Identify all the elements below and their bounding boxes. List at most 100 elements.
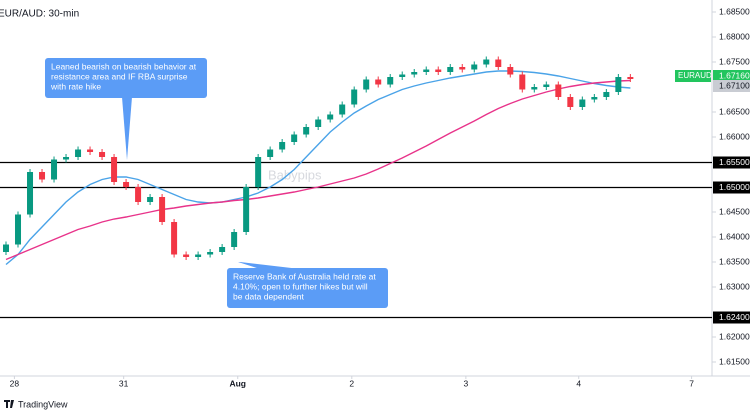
symbol-tag-label: EURAUD	[678, 71, 712, 80]
y-tick-label: 1.66500	[719, 106, 750, 116]
candle-body	[315, 119, 322, 127]
candle-body	[207, 252, 214, 255]
candle-body	[123, 182, 130, 187]
callout-text: resistance area and IF RBA surprise	[51, 71, 188, 81]
candle-body	[267, 149, 274, 157]
candle-body	[303, 127, 310, 135]
candle-body	[507, 67, 514, 75]
x-tick-label: 4	[576, 378, 581, 388]
candle-body	[3, 244, 10, 252]
candle-body	[147, 197, 154, 202]
level-tag	[713, 181, 750, 194]
candle-body	[243, 187, 250, 232]
candle-body	[375, 79, 382, 85]
candle-body	[387, 77, 394, 85]
y-tick-label: 1.66000	[719, 131, 750, 141]
candle-body	[159, 197, 166, 222]
candle-body	[75, 149, 82, 157]
level-tag	[713, 156, 750, 169]
y-tick-label: 1.63500	[719, 256, 750, 266]
candle-body	[231, 232, 238, 247]
candle-body	[27, 172, 34, 215]
callout-text: be data dependent	[233, 291, 305, 301]
candle-body	[255, 157, 262, 187]
candle-body	[51, 159, 58, 180]
y-tick-label: 1.64500	[719, 206, 750, 216]
candle-body	[279, 142, 286, 150]
y-tick-label: 1.63000	[719, 281, 750, 291]
callout-text: Leaned bearish on bearish behavior at	[51, 61, 197, 71]
price-tag-label: 1.67100	[719, 80, 750, 90]
candle-body	[363, 79, 370, 90]
price-tag-label: 1.67160	[719, 70, 750, 80]
callout-pointer	[238, 262, 300, 269]
candle-body	[351, 89, 358, 105]
callout-text: 4.10%; open to further hikes but will	[233, 281, 368, 291]
chart-title: EUR/AUD: 30-min	[0, 9, 79, 20]
y-tick-label: 1.67500	[719, 56, 750, 66]
y-tick-label: 1.68500	[719, 6, 750, 16]
moving-average-line	[5, 79, 631, 261]
callout-text: Reserve Bank of Australia held rate at	[233, 271, 376, 281]
candle-body	[567, 97, 574, 107]
candle-body	[471, 64, 478, 70]
candle-body	[423, 69, 430, 72]
candle-body	[219, 247, 226, 252]
y-tick-label: 1.62000	[719, 331, 750, 341]
logo-icon	[4, 400, 14, 408]
price-tag	[713, 70, 750, 82]
level-tag-label: 1.62400	[719, 312, 750, 322]
candle-body	[615, 77, 622, 92]
candle-body	[411, 72, 418, 75]
moving-average-line	[5, 70, 631, 266]
x-tick-label: Aug	[229, 378, 246, 388]
y-tick-label: 1.61500	[719, 356, 750, 366]
candle-body	[135, 187, 142, 202]
candle-body	[183, 254, 190, 257]
candle-body	[555, 84, 562, 97]
candle-body	[483, 59, 490, 65]
y-tick-label: 1.68000	[719, 31, 750, 41]
level-tag	[713, 311, 750, 324]
candle-body	[519, 74, 526, 90]
x-tick-label: 2	[349, 378, 354, 388]
candle-body	[111, 157, 118, 182]
candle-body	[291, 134, 298, 142]
plot-area	[0, 56, 712, 319]
candle-body	[579, 99, 586, 107]
candle-body	[531, 87, 538, 90]
candle-body	[15, 214, 22, 245]
x-tick-label: 31	[119, 378, 129, 388]
callout: Leaned bearish on bearish behavior at re…	[45, 58, 207, 160]
callout-box	[227, 268, 388, 308]
candle-body	[447, 67, 454, 72]
callout-text: with rate hike	[50, 81, 101, 91]
candle-body	[339, 104, 346, 115]
callout-pointer	[122, 97, 132, 160]
candle-body	[603, 92, 610, 97]
footer-logo: TradingView	[4, 399, 68, 409]
candle-body	[327, 114, 334, 120]
candle-body	[435, 69, 442, 72]
footer-text: TradingView	[18, 399, 68, 409]
symbol-tag	[675, 70, 711, 82]
candle-body	[627, 77, 634, 79]
x-tick-label: 28	[10, 378, 20, 388]
candle-body	[543, 84, 550, 87]
level-tag-label: 1.65500	[719, 157, 750, 167]
level-tag-label: 1.65000	[719, 182, 750, 192]
y-tick-label: 1.64000	[719, 231, 750, 241]
candle-body	[399, 74, 406, 77]
x-tick-label: 7	[689, 378, 694, 388]
candle-body	[591, 97, 598, 100]
candle-body	[63, 157, 70, 160]
candle-body	[195, 254, 202, 257]
x-tick-label: 3	[463, 378, 468, 388]
callout-box	[45, 58, 207, 98]
watermark: Babypips	[268, 167, 322, 182]
candle-body	[495, 59, 502, 67]
candle-body	[87, 149, 94, 152]
candle-body	[171, 222, 178, 255]
candle-body	[39, 172, 46, 180]
